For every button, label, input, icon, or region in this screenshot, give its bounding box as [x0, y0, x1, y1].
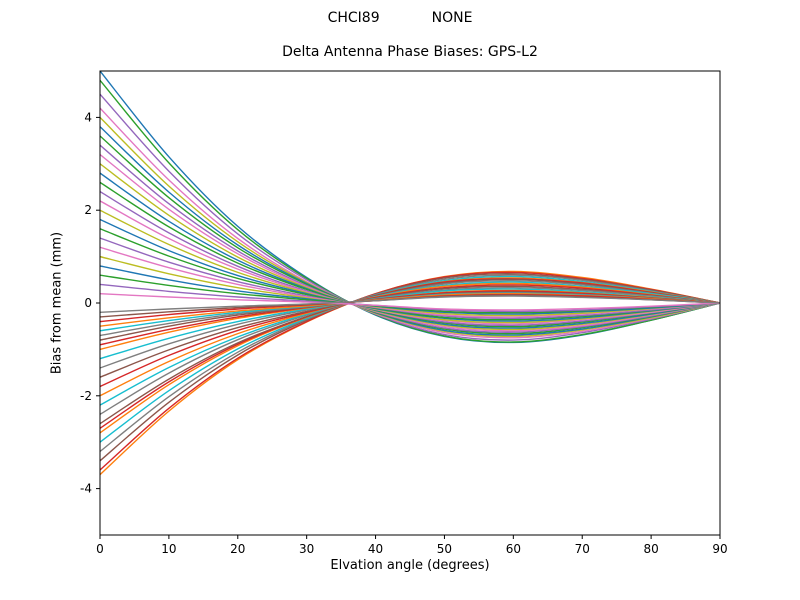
chart-title: Delta Antenna Phase Biases: GPS-L2 — [282, 44, 538, 60]
y-tick-label: -2 — [80, 389, 92, 403]
series-line — [100, 218, 720, 322]
x-tick-label: 10 — [161, 542, 176, 556]
series-line — [100, 126, 720, 336]
series-line — [100, 271, 720, 471]
series-line — [100, 209, 720, 324]
series-line — [100, 270, 720, 476]
series-line — [100, 181, 720, 328]
series-line — [100, 246, 720, 318]
solution-label: NONE — [431, 10, 473, 26]
series-line — [100, 172, 720, 329]
x-tick-label: 70 — [575, 542, 590, 556]
series-line — [100, 274, 720, 453]
figure-suptitle: CHCI89 NONE — [0, 10, 800, 26]
series-line — [100, 275, 720, 443]
series-line — [100, 116, 720, 338]
series-line — [100, 278, 720, 429]
axes-frame — [99, 70, 721, 536]
series-line — [100, 135, 720, 335]
series-line — [100, 144, 720, 333]
station-id-label: CHCI89 — [327, 10, 380, 26]
x-tick-label: 30 — [299, 542, 314, 556]
series-line — [100, 279, 720, 416]
y-tick-label: 2 — [84, 203, 92, 217]
series-line — [100, 281, 720, 406]
series-line — [100, 278, 720, 425]
series-line — [100, 295, 720, 313]
series-line — [100, 282, 720, 397]
series-line — [100, 79, 720, 343]
x-tick-label: 20 — [230, 542, 245, 556]
x-tick-label: 60 — [506, 542, 521, 556]
series-line — [100, 107, 720, 339]
x-tick-label: 50 — [437, 542, 452, 556]
x-tick-label: 0 — [96, 542, 104, 556]
series-line — [100, 153, 720, 332]
series-line — [100, 288, 720, 360]
x-axis-label: Elvation angle (degrees) — [330, 558, 490, 573]
series-line — [100, 286, 720, 369]
series-line — [100, 293, 720, 311]
y-tick-label: 4 — [84, 110, 92, 124]
series-line — [100, 163, 720, 331]
series-line — [100, 200, 720, 325]
x-tick-label: 40 — [368, 542, 383, 556]
series-line — [100, 285, 720, 378]
series-line — [100, 190, 720, 327]
series-line — [100, 274, 720, 314]
series-line — [100, 237, 720, 320]
series-line — [100, 228, 720, 321]
y-tick-label: -4 — [80, 482, 92, 496]
series-line — [100, 273, 720, 462]
y-tick-label: 0 — [84, 296, 92, 310]
series-line — [100, 265, 720, 315]
series-line — [100, 255, 720, 317]
x-tick-label: 90 — [712, 542, 727, 556]
series-group — [100, 71, 720, 476]
series-line — [100, 284, 720, 388]
series-line — [100, 93, 720, 341]
x-tick-label: 80 — [643, 542, 658, 556]
